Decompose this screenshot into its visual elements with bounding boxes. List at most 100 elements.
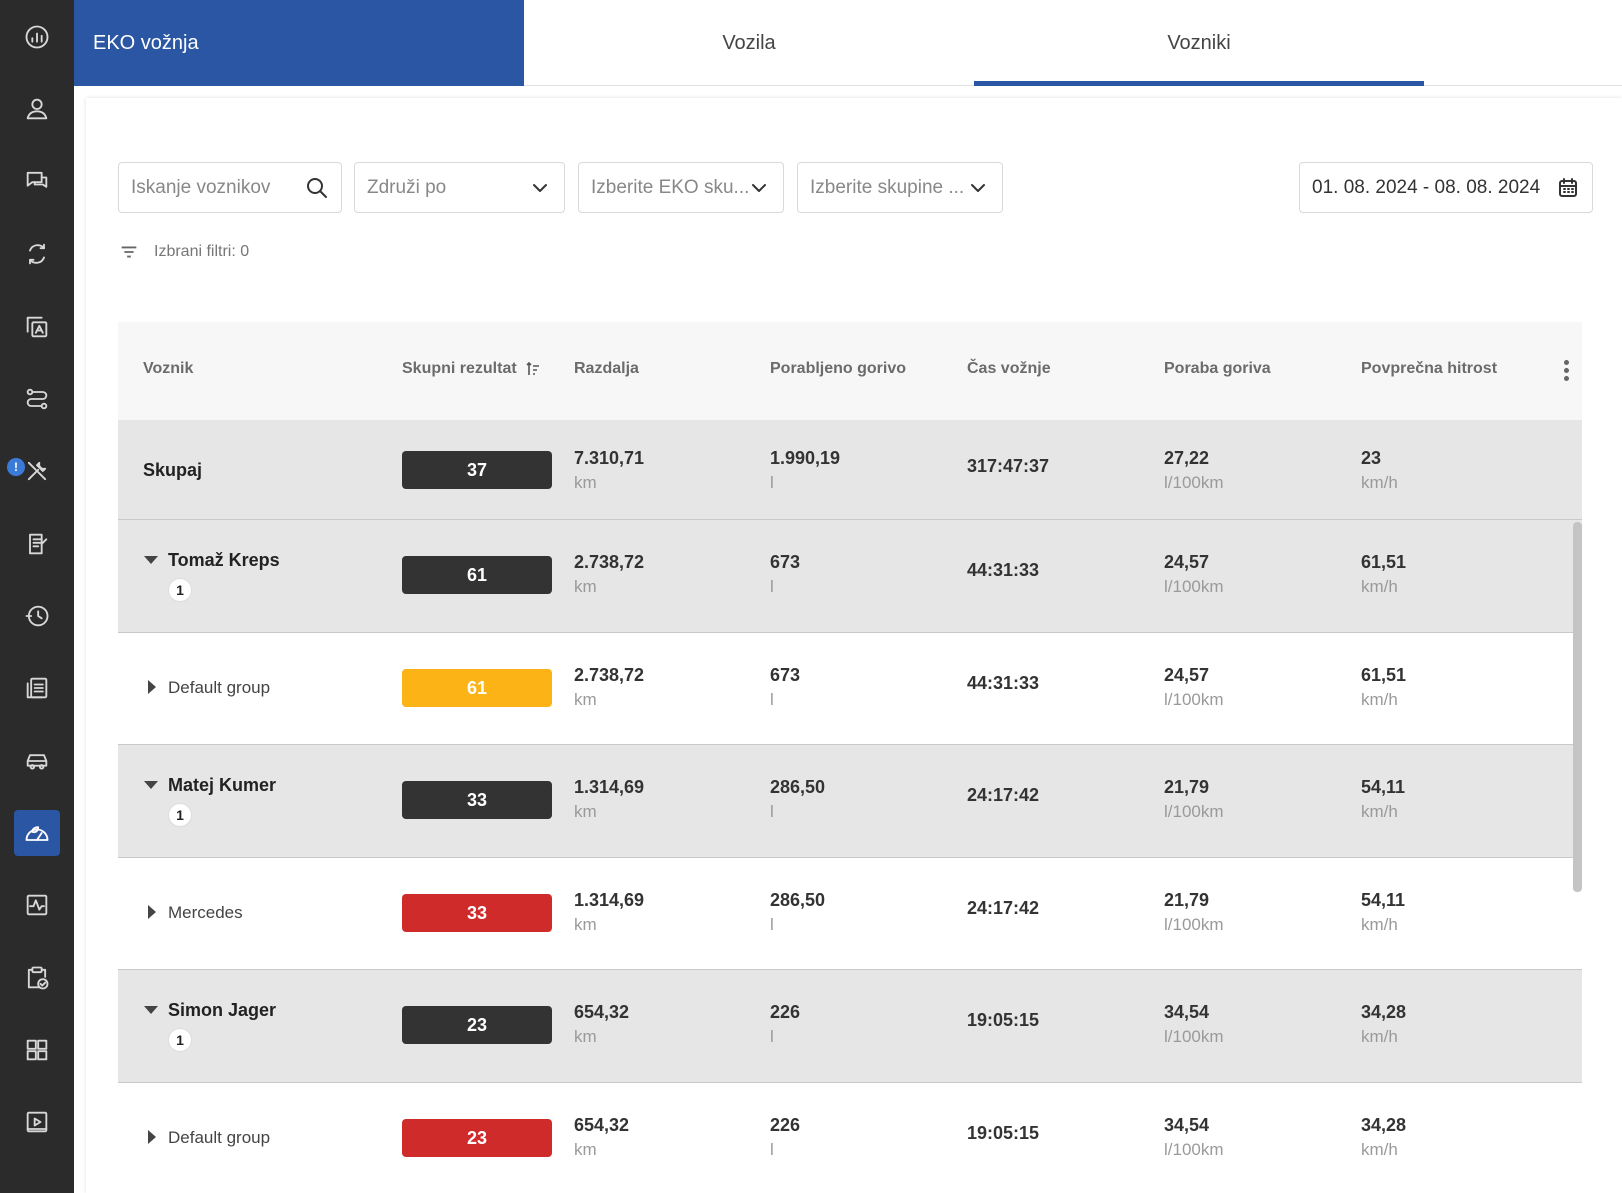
distance-cell: 654,32 km	[574, 1002, 629, 1047]
driver-row[interactable]: Tomaž Kreps 1 61 2.738,72 km 673 l 44:31…	[118, 520, 1582, 633]
fuel-unit: l	[770, 473, 774, 492]
driver-row[interactable]: Matej Kumer 1 33 1.314,69 km 286,50 l 24…	[118, 745, 1582, 858]
speed-unit: km/h	[1361, 915, 1398, 934]
distance-unit: km	[574, 1027, 597, 1046]
score-badge: 33	[402, 781, 552, 819]
filter-icon	[121, 246, 137, 258]
col-score-label: Skupni rezultat	[402, 360, 517, 377]
chat-icon[interactable]	[14, 158, 60, 204]
group-name: Default group	[168, 1128, 271, 1147]
speed-cell: 23 km/h	[1361, 448, 1398, 493]
time-value: 19:05:15	[967, 1010, 1040, 1030]
fuel-cell: 673 l	[770, 552, 800, 597]
tools-icon[interactable]	[14, 448, 60, 494]
fuel-unit: l	[770, 1140, 774, 1159]
fuel-unit: l	[770, 690, 774, 709]
consumption-cell: 34,54 l/100km	[1164, 1115, 1224, 1160]
selected-filters[interactable]: Izbrani filtri: 0	[118, 240, 249, 264]
distance-cell: 2.738,72 km	[574, 552, 644, 597]
distance-value: 1.314,69	[574, 890, 645, 910]
group-count-badge: 1	[168, 578, 192, 602]
table-scrollbar[interactable]	[1573, 522, 1582, 892]
group-row[interactable]: Default group 61 2.738,72 km 673 l 44:31…	[118, 633, 1582, 745]
consumption-cell: 27,22 l/100km	[1164, 448, 1224, 493]
distance-value: 1.314,69	[574, 777, 645, 797]
route-icon[interactable]	[14, 376, 60, 422]
col-consumption[interactable]: Poraba goriva	[1164, 360, 1271, 377]
speed-cell: 54,11 km/h	[1361, 890, 1405, 935]
expand-icon[interactable]	[148, 905, 156, 919]
time-value: 317:47:37	[967, 456, 1050, 476]
more-options-icon[interactable]	[1562, 358, 1570, 382]
col-driver[interactable]: Voznik	[143, 360, 194, 377]
sort-icon[interactable]	[525, 361, 541, 377]
col-drive-time[interactable]: Čas vožnje	[967, 360, 1051, 377]
speed-cell: 61,51 km/h	[1361, 665, 1406, 710]
fuel-cell: 1.990,19 l	[770, 448, 840, 493]
calendar-icon[interactable]	[1556, 176, 1580, 200]
score-badge: 33	[402, 894, 552, 932]
col-avg-speed[interactable]: Povprečna hitrost	[1361, 360, 1498, 377]
collapse-icon[interactable]	[144, 781, 158, 789]
date-range-picker[interactable]: 01. 08. 2024 - 08. 08. 2024	[1299, 162, 1593, 213]
col-fuel-used[interactable]: Porabljeno gorivo	[770, 360, 907, 377]
col-distance[interactable]: Razdalja	[574, 360, 639, 377]
groups-value: Izberite skupine ...	[810, 176, 965, 198]
score-badge: 23	[402, 1006, 552, 1044]
module-title: EKO vožnja	[74, 0, 524, 86]
translate-document-icon[interactable]	[14, 304, 60, 350]
tasks-icon[interactable]	[14, 955, 60, 1001]
reports-icon[interactable]	[14, 521, 60, 567]
distance-unit: km	[574, 690, 597, 709]
documents-icon[interactable]	[14, 665, 60, 711]
collapse-icon[interactable]	[144, 556, 158, 564]
group-row[interactable]: Mercedes 33 1.314,69 km 286,50 l 24:17:4…	[118, 858, 1582, 970]
group-by-select[interactable]: Združi po	[354, 162, 565, 213]
search-icon[interactable]	[305, 176, 329, 200]
fuel-cell: 286,50 l	[770, 777, 825, 822]
playback-icon[interactable]	[14, 1099, 60, 1145]
tab-vehicles[interactable]: Vozila	[722, 31, 776, 54]
groups-select[interactable]: Izberite skupine ...	[797, 162, 1003, 213]
activity-icon[interactable]	[14, 882, 60, 928]
speed-value: 23	[1361, 448, 1382, 468]
speed-value: 34,28	[1361, 1115, 1407, 1135]
speed-unit: km/h	[1361, 473, 1398, 492]
consumption-cell: 34,54 l/100km	[1164, 1002, 1224, 1047]
speed-unit: km/h	[1361, 690, 1398, 709]
group-name: Mercedes	[168, 903, 243, 922]
eco-group-select[interactable]: Izberite EKO sku...	[578, 162, 784, 213]
vehicle-icon[interactable]	[14, 738, 60, 784]
fuel-unit: l	[770, 577, 774, 596]
time-value: 44:31:33	[967, 673, 1040, 693]
col-score[interactable]: Skupni rezultat	[402, 360, 541, 378]
consumption-value: 21,79	[1164, 890, 1210, 910]
driver-name: Matej Kumer	[168, 775, 277, 795]
user-icon[interactable]	[14, 86, 60, 132]
group-row[interactable]: Default group 23 654,32 km 226 l 19:05:1…	[118, 1083, 1582, 1193]
time-value: 19:05:15	[967, 1123, 1040, 1143]
speed-unit: km/h	[1361, 1140, 1398, 1159]
sidebar: !	[0, 0, 74, 1193]
widgets-icon[interactable]	[14, 1027, 60, 1073]
score-badge: 61	[402, 556, 552, 594]
distance-cell: 7.310,71 km	[574, 448, 644, 493]
speed-cell: 34,28 km/h	[1361, 1115, 1406, 1160]
total-label: Skupaj	[143, 460, 203, 480]
fuel-cell: 286,50 l	[770, 890, 825, 935]
dashboard-gauge-icon[interactable]	[14, 14, 60, 60]
consumption-unit: l/100km	[1164, 1027, 1224, 1046]
driver-row[interactable]: Simon Jager 1 23 654,32 km 226 l 19:05:1…	[118, 970, 1582, 1083]
expand-icon[interactable]	[148, 680, 156, 694]
selected-filters-label: Izbrani filtri: 0	[154, 243, 250, 260]
history-icon[interactable]	[14, 593, 60, 639]
expand-icon[interactable]	[148, 1130, 156, 1144]
tab-drivers[interactable]: Vozniki	[974, 0, 1424, 86]
collapse-icon[interactable]	[144, 1006, 158, 1014]
consumption-unit: l/100km	[1164, 690, 1224, 709]
sync-icon[interactable]	[14, 231, 60, 277]
search-input[interactable]: Iskanje voznikov	[118, 162, 342, 213]
eco-group-value: Izberite EKO sku...	[591, 176, 750, 198]
eco-driving-icon[interactable]	[14, 810, 60, 856]
time-value: 24:17:42	[967, 785, 1040, 805]
